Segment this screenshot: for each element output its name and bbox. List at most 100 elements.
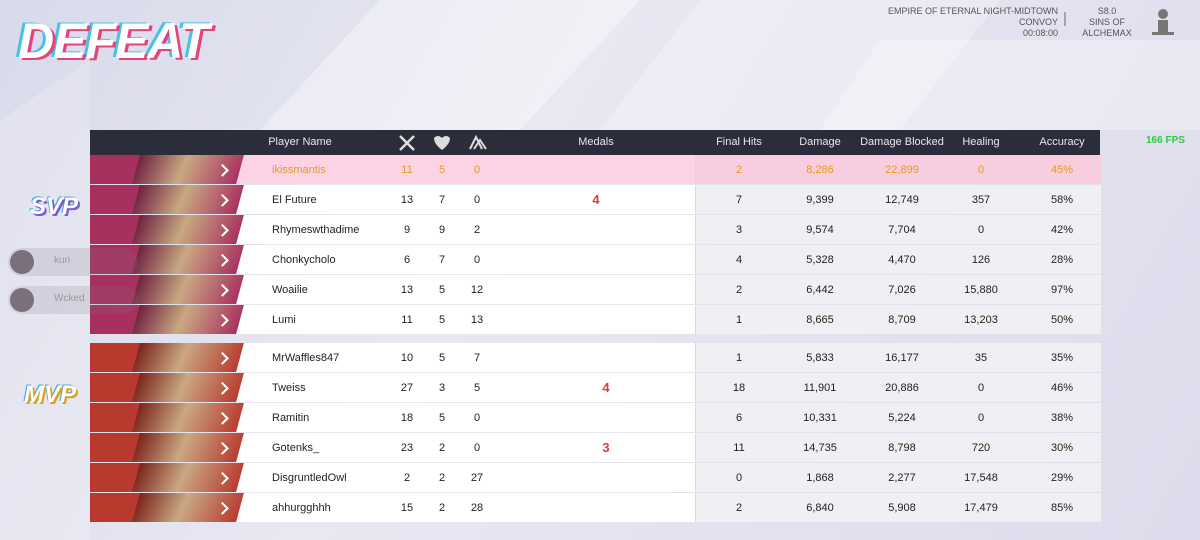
stat-final-hits: 6: [735, 412, 743, 424]
stat-final-hits: 2: [735, 502, 743, 514]
stat-damage: 14,735: [803, 442, 837, 454]
stat-kills: 15: [400, 502, 414, 514]
stat-deaths: 2: [438, 502, 446, 514]
role-block: [90, 215, 140, 244]
stat-accuracy: 85%: [1050, 502, 1074, 514]
stat-final-hits: 1: [735, 314, 743, 326]
stat-final-hits: 18: [732, 382, 746, 394]
player-row: El Future 13 7 0 7 9,399 12,749 357 58% 4: [90, 185, 1101, 214]
stat-assists: 0: [473, 254, 481, 266]
stat-damage: 11,901: [803, 382, 837, 394]
stat-assists: 13: [470, 314, 484, 326]
player-row: Lumi 11 5 13 1 8,665 8,709 13,203 50%: [90, 305, 1101, 334]
stat-healing: 17,479: [964, 502, 998, 514]
stat-accuracy: 46%: [1050, 382, 1074, 394]
col-player: Player Name: [268, 136, 332, 148]
stat-assists: 0: [473, 164, 481, 176]
stat-healing: 720: [971, 442, 991, 454]
stat-accuracy: 35%: [1050, 352, 1074, 364]
stat-damage: 6,442: [806, 284, 834, 296]
award-label: MVP: [24, 381, 77, 408]
friend-name: Wcked: [54, 293, 85, 304]
stat-deaths: 5: [438, 352, 446, 364]
stat-final-hits: 4: [735, 254, 743, 266]
player-name: DisgruntledOwl: [272, 472, 347, 484]
stat-final-hits: 2: [735, 284, 743, 296]
stats-panel: [695, 215, 1101, 244]
stat-assists: 27: [470, 472, 484, 484]
friend-entry: kuri: [8, 248, 138, 276]
stat-assists: 0: [473, 412, 481, 424]
stat-damage: 1,868: [806, 472, 834, 484]
stat-accuracy: 42%: [1050, 224, 1074, 236]
stat-blocked: 7,704: [888, 224, 916, 236]
stat-deaths: 9: [438, 224, 446, 236]
medal: 4: [602, 380, 610, 395]
player-row: DisgruntledOwl 2 2 27 0 1,868 2,277 17,548 29%: [90, 463, 1101, 492]
role-block: [90, 433, 140, 462]
stat-blocked: 20,886: [885, 382, 919, 394]
player-row: ikissmantis 11 5 0 2 8,286 22,899 0 45%: [90, 155, 1101, 184]
stat-blocked: 8,709: [888, 314, 916, 326]
friend-avatar: [10, 250, 34, 274]
player-name: ikissmantis: [272, 164, 326, 176]
player-name: Rhymeswthadime: [272, 224, 360, 236]
stat-assists: 28: [470, 502, 484, 514]
stats-panel: [695, 305, 1101, 334]
stat-final-hits: 3: [735, 224, 743, 236]
stats-panel: [695, 403, 1101, 432]
stat-kills: 27: [400, 382, 414, 394]
stats-panel: [695, 493, 1101, 522]
stats-panel: [695, 343, 1101, 372]
role-block: [90, 493, 140, 522]
scoreboard: Player Name Medals Final Hits Damage Dam…: [90, 130, 1101, 525]
stat-kills: 23: [400, 442, 414, 454]
stat-final-hits: 0: [735, 472, 743, 484]
stat-healing: 13,203: [964, 314, 998, 326]
stats-panel: [695, 433, 1101, 462]
stats-panel: [695, 275, 1101, 304]
player-name: Lumi: [272, 314, 296, 326]
role-block: [90, 155, 140, 184]
stat-damage: 8,286: [806, 164, 834, 176]
stat-deaths: 2: [438, 472, 446, 484]
stats-panel: [695, 185, 1101, 214]
stat-final-hits: 2: [735, 164, 743, 176]
friend-avatar: [10, 288, 34, 312]
role-block: [90, 403, 140, 432]
stat-icons: [399, 134, 487, 151]
role-block: [90, 185, 140, 214]
stat-accuracy: 58%: [1050, 194, 1074, 206]
col-damage-blocked: Damage Blocked: [860, 136, 944, 148]
stat-healing: 0: [977, 164, 985, 176]
match-time: 00:08:00: [1022, 28, 1058, 38]
fps-counter: 166 FPS: [1146, 135, 1185, 146]
role-block: [90, 245, 140, 274]
stat-blocked: 2,277: [888, 472, 916, 484]
stat-assists: 0: [473, 442, 481, 454]
stat-accuracy: 45%: [1050, 164, 1074, 176]
stat-deaths: 7: [438, 194, 446, 206]
stat-kills: 6: [403, 254, 411, 266]
stat-kills: 13: [400, 284, 414, 296]
medal: 4: [592, 192, 600, 207]
role-block: [90, 275, 140, 304]
stat-damage: 8,665: [806, 314, 834, 326]
stat-deaths: 2: [438, 442, 446, 454]
player-name: Tweiss: [272, 382, 306, 394]
player-row: ahhurgghhh 15 2 28 2 6,840 5,908 17,479 85%: [90, 493, 1101, 522]
season-name: SINS OF ALCHEMAX: [1082, 17, 1132, 38]
award-label: SVP: [30, 193, 79, 220]
col-healing: Healing: [962, 136, 1000, 148]
stat-blocked: 4,470: [888, 254, 916, 266]
stat-kills: 11: [401, 164, 413, 176]
stat-kills: 9: [403, 224, 411, 236]
stat-blocked: 5,224: [888, 412, 916, 424]
stat-healing: 126: [971, 254, 991, 266]
player-row: Woailie 13 5 12 2 6,442 7,026 15,880 97%: [90, 275, 1101, 304]
stat-healing: 357: [971, 194, 991, 206]
player-row: Chonkycholo 6 7 0 4 5,328 4,470 126 28%: [90, 245, 1101, 274]
stat-blocked: 22,899: [885, 164, 919, 176]
stat-kills: 2: [403, 472, 411, 484]
